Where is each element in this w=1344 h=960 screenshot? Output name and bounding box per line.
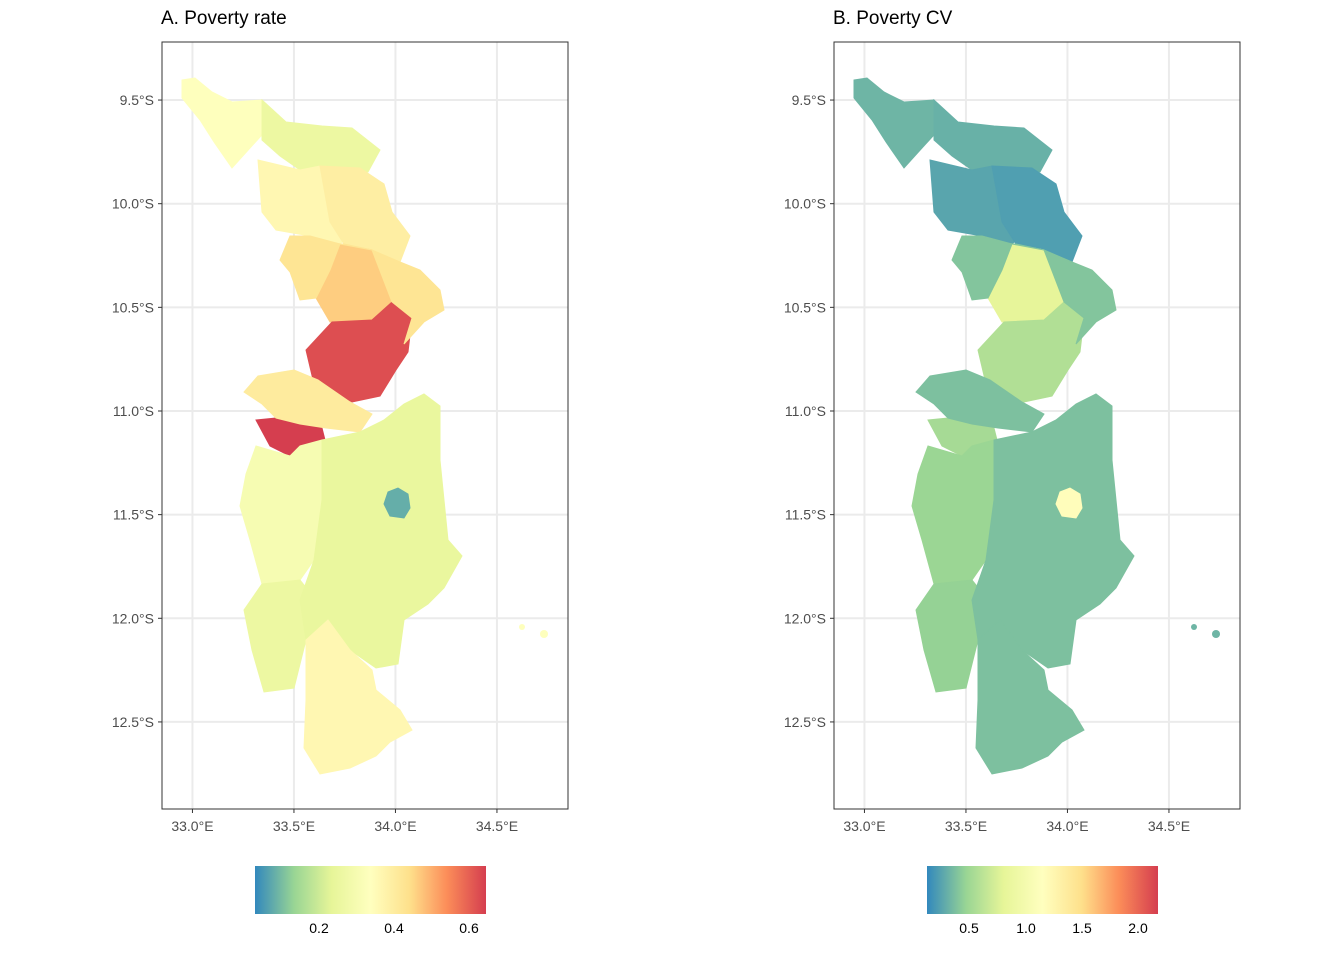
map-region	[319, 165, 411, 263]
map-region	[977, 301, 1085, 403]
colorbar	[255, 866, 486, 914]
plot-frame	[161, 41, 569, 810]
map-region	[951, 235, 1117, 345]
legend-tick-label: 1.0	[1016, 920, 1036, 936]
map-region	[305, 301, 413, 403]
map-region	[991, 165, 1083, 263]
panel-title: A. Poverty rate	[161, 8, 287, 29]
map-region	[299, 393, 463, 669]
y-tick-label: 12.0°S	[784, 610, 826, 626]
color-legend	[255, 866, 486, 914]
map-region	[1055, 487, 1083, 519]
y-tick-label: 11.5°S	[113, 507, 154, 523]
map-region	[303, 619, 413, 775]
y-tick-label: 9.5°S	[120, 92, 154, 108]
x-tick-label: 33.0°E	[171, 818, 213, 834]
panel-title: B. Poverty CV	[833, 8, 953, 29]
map-region	[181, 77, 273, 169]
legend-tick-label: 0.5	[959, 920, 979, 936]
x-tick-label: 34.0°E	[1046, 818, 1088, 834]
x-tick-label: 33.5°E	[273, 818, 315, 834]
y-tick-label: 9.5°S	[792, 92, 826, 108]
color-legend	[927, 866, 1158, 914]
map-plot: 9.5°S 10.0°S 10.5°S 11.0°S 11.5°S 12.0°S 12.5°…	[112, 41, 569, 834]
map-region	[853, 77, 945, 169]
map-island	[1212, 630, 1220, 638]
y-tick-label: 11.0°S	[113, 403, 154, 419]
colorbar	[927, 866, 1158, 914]
y-tick-label: 10.5°S	[112, 299, 154, 315]
y-tick-label: 11.5°S	[785, 507, 826, 523]
y-tick-label: 10.0°S	[112, 196, 154, 212]
map-region	[261, 98, 381, 173]
legend-tick-label: 0.4	[384, 920, 404, 936]
legend-tick-label: 1.5	[1072, 920, 1092, 936]
map-region	[915, 369, 1045, 433]
x-tick-label: 33.5°E	[945, 818, 987, 834]
map-region	[975, 619, 1085, 775]
map-region	[383, 487, 411, 519]
y-tick-label: 12.5°S	[784, 714, 826, 730]
map-plot: 9.5°S 10.0°S 10.5°S 11.0°S 11.5°S 12.0°S 12.5°…	[784, 41, 1241, 834]
y-tick-label: 10.5°S	[784, 299, 826, 315]
map-region	[279, 235, 445, 345]
map-island	[540, 630, 548, 638]
legend-tick-label: 2.0	[1128, 920, 1148, 936]
legend-tick-label: 0.2	[309, 920, 329, 936]
x-tick-label: 34.0°E	[374, 818, 416, 834]
panel-poverty-cv: B. Poverty CV 9.5°S 10.0°S 10.5°S 11.0°S 11.…	[672, 0, 1344, 960]
y-tick-label: 12.0°S	[112, 610, 154, 626]
legend-tick-label: 0.6	[459, 920, 479, 936]
map-island	[519, 624, 525, 630]
map-region	[971, 393, 1135, 669]
map-region	[243, 369, 373, 433]
y-tick-label: 11.0°S	[785, 403, 826, 419]
map-island	[1191, 624, 1197, 630]
x-tick-label: 34.5°E	[476, 818, 518, 834]
y-tick-label: 12.5°S	[112, 714, 154, 730]
plot-frame	[833, 41, 1241, 810]
x-tick-label: 33.0°E	[843, 818, 885, 834]
panel-poverty-rate: A. Poverty rate 9.5°S 10.0°S 10.5°S 11.0°S 1…	[112, 8, 569, 936]
x-tick-label: 34.5°E	[1148, 818, 1190, 834]
map-region	[933, 98, 1053, 173]
y-tick-label: 10.0°S	[784, 196, 826, 212]
